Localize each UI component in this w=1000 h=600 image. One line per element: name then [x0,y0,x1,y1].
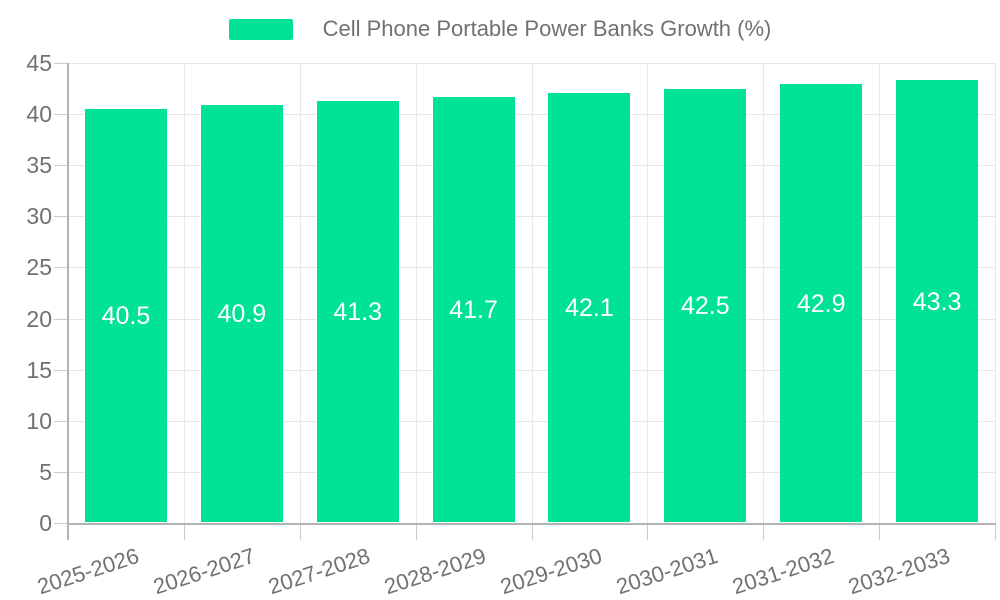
x-gridline [647,63,649,523]
x-axis-tick [183,523,185,540]
y-axis-tick [54,114,68,116]
x-gridline [531,63,533,523]
bar-value-label: 42.5 [680,291,730,320]
y-axis-tick [54,63,68,64]
y-axis-label: 15 [26,356,52,383]
y-axis-line [67,63,69,540]
chart-legend-item[interactable]: Cell Phone Portable Power Banks Growth (… [0,16,1000,42]
x-axis-tick [415,523,417,540]
x-gridline [183,63,185,523]
x-gridline [995,63,996,523]
y-axis-tick [54,523,68,524]
x-axis-tick [879,523,881,540]
y-axis-tick [54,267,68,269]
x-axis-label: 2032-2033 [844,543,953,600]
x-axis-label: 2029-2030 [497,543,606,600]
bar[interactable] [780,84,863,522]
bar[interactable] [548,92,631,522]
y-axis-label: 25 [26,254,52,281]
x-axis-tick [299,523,301,540]
bar-value-label: 41.7 [449,295,498,324]
x-axis-label: 2026-2027 [149,543,258,600]
y-axis-tick [54,420,68,422]
bar[interactable] [200,104,283,522]
y-axis-label: 10 [26,407,52,434]
bar[interactable] [664,88,747,522]
bar-value-label: 40.5 [101,302,151,330]
y-axis-tick [54,369,68,371]
x-gridline [879,63,881,523]
bar-value-label: 42.9 [796,289,846,318]
y-axis-tick [54,318,68,320]
legend-label: Cell Phone Portable Power Banks Growth (… [322,16,772,41]
x-axis-label: 2025-2026 [33,543,142,600]
y-axis-label: 45 [26,50,52,76]
y-axis-label: 35 [26,152,52,179]
bar-value-label: 42.1 [565,293,614,322]
y-axis-label: 40 [26,101,52,128]
y-axis-tick [54,471,68,473]
x-axis-label: 2027-2028 [265,543,374,600]
x-axis-tick [531,523,533,540]
x-axis-tick [647,523,649,540]
x-axis-line [67,523,996,525]
x-axis-tick [995,523,996,540]
bar[interactable] [316,100,399,522]
y-axis-label: 0 [39,510,52,536]
y-axis-label: 30 [26,203,52,230]
x-gridline [415,63,417,523]
x-axis-label: 2030-2031 [613,543,722,600]
bar-value-label: 40.9 [217,299,267,328]
y-axis-label: 20 [26,305,52,332]
x-axis-label: 2028-2029 [381,543,490,600]
bar[interactable] [896,80,979,522]
x-axis-tick [763,523,765,540]
bar[interactable] [84,109,167,522]
x-gridline [299,63,301,523]
y-axis-tick [54,165,68,167]
bar-value-label: 41.3 [333,297,383,326]
bar-value-label: 43.3 [912,287,962,316]
y-axis-tick [54,216,68,218]
bar[interactable] [432,96,515,522]
y-axis-label: 5 [39,458,52,485]
x-gridline [763,63,765,523]
legend-marker [228,18,293,40]
x-axis-label: 2031-2032 [729,543,837,600]
